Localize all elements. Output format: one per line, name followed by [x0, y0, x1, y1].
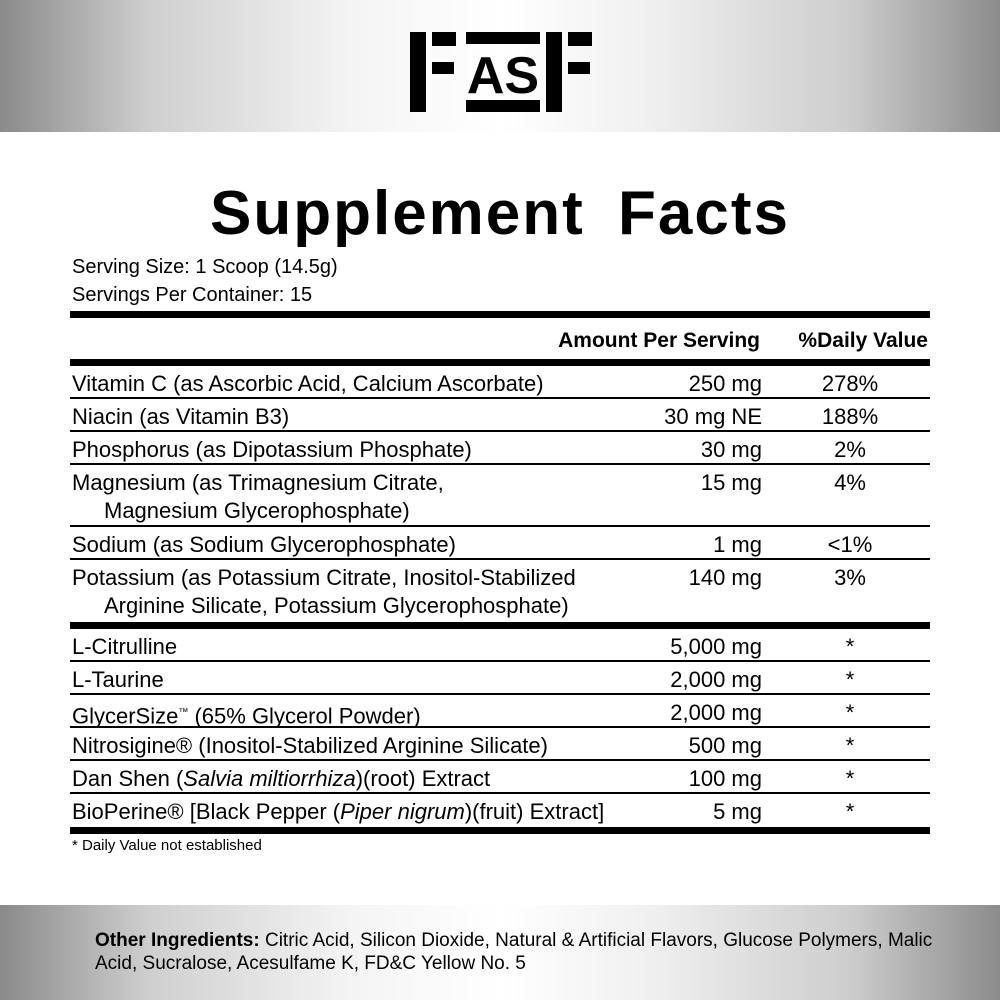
daily-value: 2%: [834, 437, 866, 462]
name-suffix: )(fruit) Extract]: [464, 799, 605, 824]
serving-size: Serving Size: 1 Scoop (14.5g): [72, 256, 338, 278]
latin-name: Salvia miltiorrhiza: [183, 766, 356, 791]
name-text: Phosphorus (as Dipotassium Phosphate): [72, 437, 472, 462]
other-ingredients-text: Citric Acid, Silicon Dioxide, Natural & …: [95, 930, 933, 974]
daily-value: 188%: [821, 404, 879, 429]
divider-thick: [70, 359, 930, 366]
nutrient-name: Phosphorus (as Dipotassium Phosphate): [72, 436, 472, 464]
table-row: Potassium (as Potassium Citrate, Inosito…: [70, 560, 930, 622]
trademark-mark: ™: [178, 707, 189, 718]
header-daily-value: %Daily Value: [798, 329, 928, 352]
supplement-facts-table: Amount Per Serving %Daily Value Vitamin …: [70, 311, 930, 834]
table-row: Phosphorus (as Dipotassium Phosphate) 30 …: [70, 432, 930, 465]
daily-value: *: [845, 733, 855, 758]
amount: 100 mg: [688, 766, 762, 791]
header-amount: Amount Per Serving: [558, 329, 760, 352]
table-row: Dan Shen (Salvia miltiorrhiza)(root) Ext…: [70, 761, 930, 794]
amount: 5,000 mg: [670, 634, 762, 659]
name-text: Potassium (as Potassium Citrate, Inosito…: [72, 565, 576, 590]
name-suffix: )(root) Extract: [355, 766, 491, 791]
page-title: Supplement Facts: [210, 179, 790, 248]
name-text: Magnesium (as Trimagnesium Citrate,: [72, 470, 444, 495]
table-row: BioPerine® [Black Pepper (Piper nigrum)(…: [70, 794, 930, 827]
nutrient-name: Sodium (as Sodium Glycerophosphate): [72, 531, 456, 559]
divider-thick: [70, 311, 930, 318]
other-ingredients: Other Ingredients: Citric Acid, Silicon …: [95, 929, 935, 975]
bottom-metallic-band: [0, 905, 1000, 1000]
amount: 30 mg NE: [664, 404, 762, 429]
nutrient-name: Nitrosigine® (Inositol-Stabilized Argini…: [72, 732, 548, 760]
table-row: Niacin (as Vitamin B3) 30 mg NE 188%: [70, 399, 930, 432]
table-row: L-Citrulline 5,000 mg *: [70, 629, 930, 662]
amount: 250 mg: [688, 371, 762, 396]
amount: 1 mg: [713, 532, 762, 557]
name-text: L-Citrulline: [72, 634, 178, 659]
daily-value: *: [845, 700, 855, 725]
amount: 5 mg: [713, 799, 762, 824]
amount: 30 mg: [700, 437, 762, 462]
daily-value: *: [845, 634, 855, 659]
daily-value: 3%: [834, 565, 866, 590]
latin-name: Piper nigrum: [340, 799, 465, 824]
name-text: Sodium (as Sodium Glycerophosphate): [72, 532, 456, 557]
amount: 2,000 mg: [670, 700, 762, 725]
servings-per-container: Servings Per Container: 15: [72, 284, 313, 306]
name-suffix: (65% Glycerol Powder): [188, 703, 421, 729]
name-text: L-Taurine: [72, 667, 164, 692]
name-text: Niacin (as Vitamin B3): [72, 404, 290, 429]
name-line-2: Magnesium Glycerophosphate): [104, 498, 410, 523]
amount: 140 mg: [688, 565, 762, 590]
daily-value: 4%: [834, 470, 866, 495]
daily-value: *: [845, 667, 855, 692]
nutrient-name: L-Taurine: [72, 666, 164, 694]
name-text: BioPerine® [Black Pepper (: [72, 799, 341, 824]
nutrient-name: L-Citrulline: [72, 633, 177, 661]
nutrient-name: GlycerSize™ (65% Glycerol Powder): [72, 699, 421, 730]
name-text: GlycerSize: [72, 703, 179, 729]
other-ingredients-label: Other Ingredients:: [95, 930, 260, 951]
table-row: L-Taurine 2,000 mg *: [70, 662, 930, 695]
name-text: Nitrosigine® (Inositol-Stabilized Argini…: [72, 733, 548, 758]
daily-value: *: [845, 766, 855, 791]
name-line-2: Arginine Silicate, Potassium Glycerophos…: [104, 593, 569, 618]
table-row: Magnesium (as Trimagnesium Citrate, Magne…: [70, 465, 930, 527]
daily-value: 278%: [821, 371, 879, 396]
nutrient-name: BioPerine® [Black Pepper (Piper nigrum)(…: [72, 798, 604, 826]
name-text: Dan Shen (: [72, 766, 184, 791]
table-header: Amount Per Serving %Daily Value: [70, 318, 930, 359]
divider-thick: [70, 622, 930, 629]
nutrient-name: Magnesium (as Trimagnesium Citrate, Magne…: [72, 469, 444, 525]
amount: 2,000 mg: [670, 667, 762, 692]
table-row: GlycerSize™ (65% Glycerol Powder) 2,000 m…: [70, 695, 930, 728]
nutrient-name: Potassium (as Potassium Citrate, Inosito…: [72, 564, 576, 620]
daily-value: <1%: [827, 532, 873, 557]
nutrient-name: Dan Shen (Salvia miltiorrhiza)(root) Ext…: [72, 765, 490, 793]
table-row: Sodium (as Sodium Glycerophosphate) 1 mg <…: [70, 527, 930, 560]
footnote: * Daily Value not established: [72, 837, 262, 854]
amount: 500 mg: [688, 733, 762, 758]
nutrient-name: Vitamin C (as Ascorbic Acid, Calcium Asc…: [72, 370, 544, 398]
table-row: Vitamin C (as Ascorbic Acid, Calcium Asc…: [70, 366, 930, 399]
table-row: Nitrosigine® (Inositol-Stabilized Argini…: [70, 728, 930, 761]
daily-value: *: [845, 799, 855, 824]
svg-text:AS: AS: [467, 47, 539, 105]
amount: 15 mg: [700, 470, 762, 495]
name-text: Vitamin C (as Ascorbic Acid, Calcium Asc…: [72, 371, 544, 396]
nutrient-name: Niacin (as Vitamin B3): [72, 403, 289, 431]
divider-thick: [70, 827, 930, 834]
brand-logo: AS: [410, 32, 592, 112]
